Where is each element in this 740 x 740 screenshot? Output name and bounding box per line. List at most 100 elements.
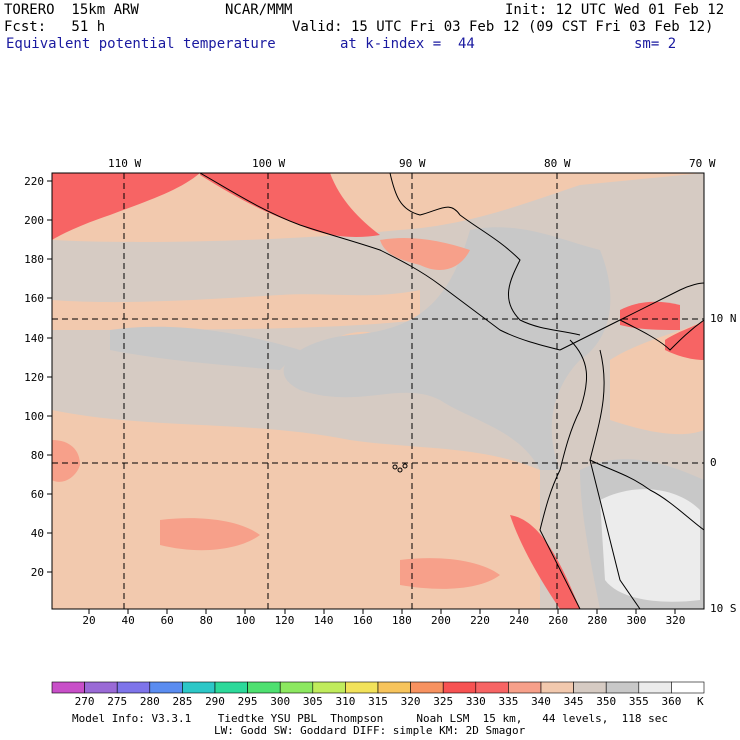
colorbar-label: 295 — [237, 695, 258, 708]
colorbar-label: 360 — [661, 695, 682, 708]
colorbar — [51, 681, 705, 694]
colorbar-label: 300 — [270, 695, 291, 708]
x-tick-label: 320 — [665, 614, 686, 627]
y-tick-label: 140 — [24, 332, 44, 345]
y-tick-label: 60 — [30, 488, 44, 501]
x-tick-label: 260 — [548, 614, 569, 627]
field-patch-amazon — [600, 489, 700, 602]
x-tick-label: 240 — [509, 614, 530, 627]
lat-label-10n: 10 N — [710, 312, 737, 325]
y-tick-label: 200 — [24, 214, 44, 227]
colorbar-swatch — [51, 681, 85, 694]
galapagos-island-3 — [402, 463, 408, 469]
colorbar-label: 315 — [368, 695, 388, 708]
colorbar-swatch — [508, 681, 542, 694]
colorbar-label: 320 — [400, 695, 421, 708]
x-tick-label: 40 — [121, 614, 135, 627]
tick-marks — [47, 180, 676, 614]
colorbar-swatch — [279, 681, 314, 694]
colorbar-swatch — [345, 681, 379, 694]
field-patch-gray-west — [110, 326, 300, 370]
colorbar-swatch — [442, 681, 477, 694]
colorbar-label: 340 — [531, 695, 551, 708]
x-tick-label: 120 — [274, 614, 295, 627]
field-band-north — [52, 173, 704, 242]
colorbar-label: 355 — [628, 695, 649, 708]
center-name: NCAR/MMM — [225, 2, 293, 18]
y-tick-label: 220 — [24, 175, 44, 188]
colorbar-label: 270 — [74, 695, 95, 708]
x-tick-label: 220 — [470, 614, 490, 627]
colorbar-swatch — [671, 681, 705, 694]
x-tick-label: 300 — [626, 614, 647, 627]
lon-label-70w: 70 W — [689, 157, 716, 170]
x-tick-label: 20 — [82, 614, 96, 627]
forecast-hour: Fcst: 51 h — [4, 19, 106, 35]
colorbar-label: 335 — [498, 695, 519, 708]
field-red-peru — [510, 515, 580, 609]
colorbar-label: 350 — [596, 695, 617, 708]
model-name: TORERO 15km ARW — [4, 2, 139, 18]
init-time: Init: 12 UTC Wed 01 Feb 12 — [505, 2, 725, 18]
colorbar-label: 275 — [107, 695, 128, 708]
colorbar-swatch — [312, 681, 346, 694]
field-red-east — [665, 320, 704, 360]
colorbar-label: 285 — [172, 695, 193, 708]
field-salmon-ca — [380, 238, 470, 270]
colorbar-swatch — [116, 681, 151, 694]
x-tick-label: 100 — [235, 614, 256, 627]
x-tick-label: 200 — [430, 614, 451, 627]
colorbar-unit: K — [697, 695, 704, 708]
colorbar-swatch — [638, 681, 672, 694]
colorbar-label: 310 — [335, 695, 356, 708]
x-tick-label: 280 — [587, 614, 608, 627]
colorbar-swatch — [475, 681, 509, 694]
valid-time: Valid: 15 UTC Fri 03 Feb 12 (09 CST Fri … — [292, 19, 714, 35]
field-name: Equivalent potential temperature — [6, 36, 276, 52]
y-tick-label: 100 — [24, 410, 44, 423]
field-salmon-west — [52, 440, 80, 482]
border-peru-brazil — [589, 459, 641, 609]
lon-label-80w: 80 W — [544, 157, 571, 170]
x-tick-label: 140 — [313, 614, 334, 627]
colorbar-label: 290 — [205, 695, 225, 708]
lon-label-110w: 110 W — [108, 157, 142, 170]
y-tick-label: 160 — [24, 292, 44, 305]
colorbar-swatch — [182, 681, 216, 694]
colorbar-label: 305 — [302, 695, 323, 708]
lon-label-100w: 100 W — [252, 157, 286, 170]
field-red-venezuela — [620, 301, 680, 330]
colorbar-label: 280 — [139, 695, 160, 708]
smoothing-info: sm= 2 — [634, 36, 677, 52]
model-info-line2: LW: Godd SW: Goddard DIFF: simple KM: 2D… — [214, 724, 526, 737]
lat-label-0: 0 — [710, 456, 717, 469]
y-tick-label: 20 — [30, 566, 44, 579]
border-venezuela — [619, 319, 704, 351]
y-tick-label: 40 — [30, 527, 44, 540]
x-tick-label: 180 — [391, 614, 412, 627]
colorbar-label: 330 — [465, 695, 486, 708]
colorbar-swatch — [214, 681, 248, 694]
colorbar-swatch — [605, 681, 640, 694]
galapagos-island-1 — [392, 464, 398, 470]
coastline-caribbean — [389, 173, 581, 336]
field-red-nw — [52, 173, 200, 240]
level-info: at k-index = 44 — [340, 36, 475, 52]
colorbar-swatch — [247, 681, 281, 694]
colorbar-swatch — [573, 681, 607, 694]
model-info-line1: Model Info: V3.3.1 Tiedtke YSU PBL Thomp… — [72, 712, 669, 725]
y-tick-label: 180 — [24, 253, 44, 266]
colorbar-swatch — [84, 681, 118, 694]
x-tick-label: 160 — [352, 614, 373, 627]
coastline-south-america-north — [559, 282, 704, 351]
coastline-south-america-west — [539, 339, 588, 609]
colorbar-label: 345 — [563, 695, 584, 708]
lat-label-10s: 10 S — [710, 602, 737, 615]
galapagos-island-2 — [397, 467, 403, 473]
colorbar-swatch — [540, 681, 574, 694]
coastline-pacific-ca — [199, 173, 561, 351]
field-patch-west — [52, 290, 420, 330]
field-salmon-south2 — [400, 558, 500, 589]
field-salmon-south — [160, 518, 260, 551]
